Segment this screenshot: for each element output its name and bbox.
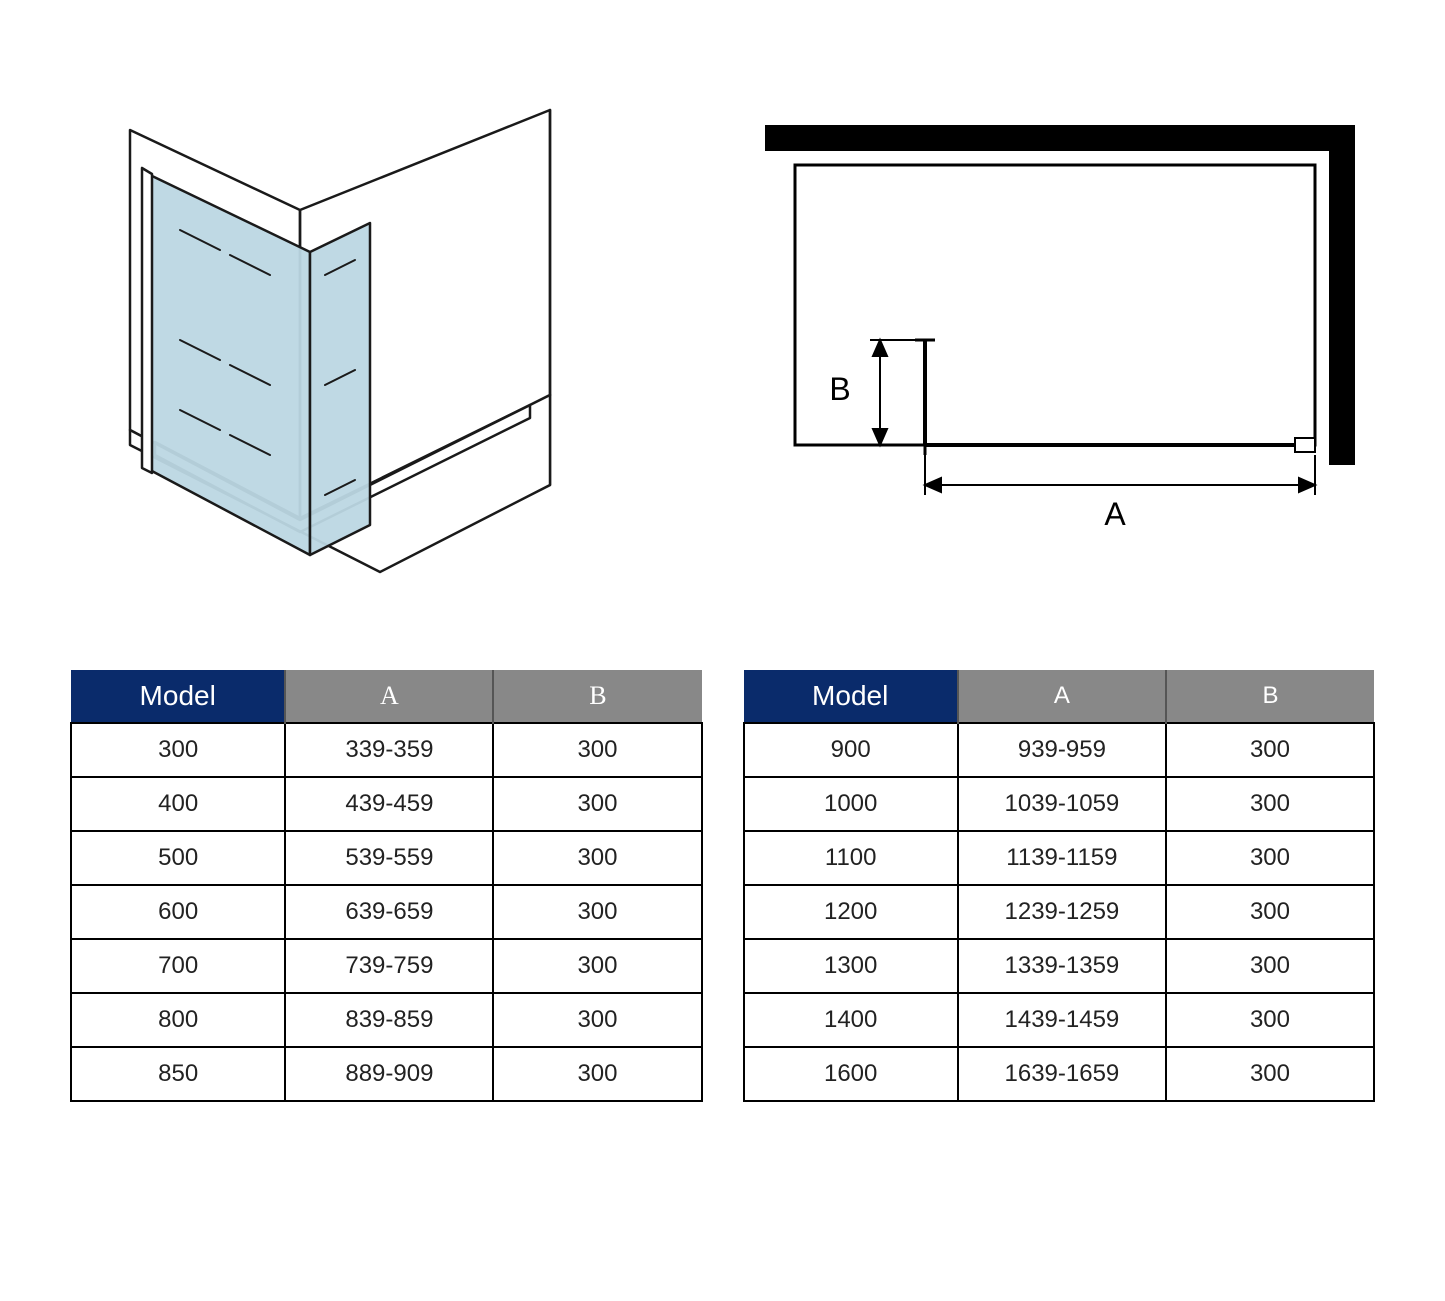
- table-row: 11001139-1159300: [744, 831, 1375, 885]
- table-row: 900939-959300: [744, 723, 1375, 777]
- col-model: Model: [71, 670, 285, 723]
- table-row: 800839-859300: [71, 993, 702, 1047]
- table-header-row: Model A B: [744, 670, 1375, 723]
- table-row: 850889-909300: [71, 1047, 702, 1101]
- tables-row: Model A B 300339-359300 400439-459300 50…: [70, 670, 1375, 1102]
- dimension-table-right: Model A B 900939-959300 10001039-1059300…: [743, 670, 1376, 1102]
- col-b: B: [493, 670, 701, 723]
- col-model: Model: [744, 670, 958, 723]
- table-header-row: Model A B: [71, 670, 702, 723]
- table-row: 300339-359300: [71, 723, 702, 777]
- dim-label-a: A: [1104, 496, 1126, 532]
- table-row: 12001239-1259300: [744, 885, 1375, 939]
- table-row: 14001439-1459300: [744, 993, 1375, 1047]
- diagrams-row: A B: [70, 40, 1375, 640]
- table-row: 700739-759300: [71, 939, 702, 993]
- col-b: B: [1166, 670, 1374, 723]
- isometric-diagram: [70, 90, 590, 590]
- table-row: 600639-659300: [71, 885, 702, 939]
- table-row: 500539-559300: [71, 831, 702, 885]
- page: A B Model A B 300339-359300: [0, 0, 1445, 1301]
- col-a: A: [958, 670, 1166, 723]
- table-row: 16001639-1659300: [744, 1047, 1375, 1101]
- table-row: 400439-459300: [71, 777, 702, 831]
- dim-label-b: B: [829, 371, 850, 407]
- table-row: 13001339-1359300: [744, 939, 1375, 993]
- dimension-table-left: Model A B 300339-359300 400439-459300 50…: [70, 670, 703, 1102]
- table-row: 10001039-1059300: [744, 777, 1375, 831]
- plan-diagram: A B: [755, 115, 1375, 565]
- col-a: A: [285, 670, 493, 723]
